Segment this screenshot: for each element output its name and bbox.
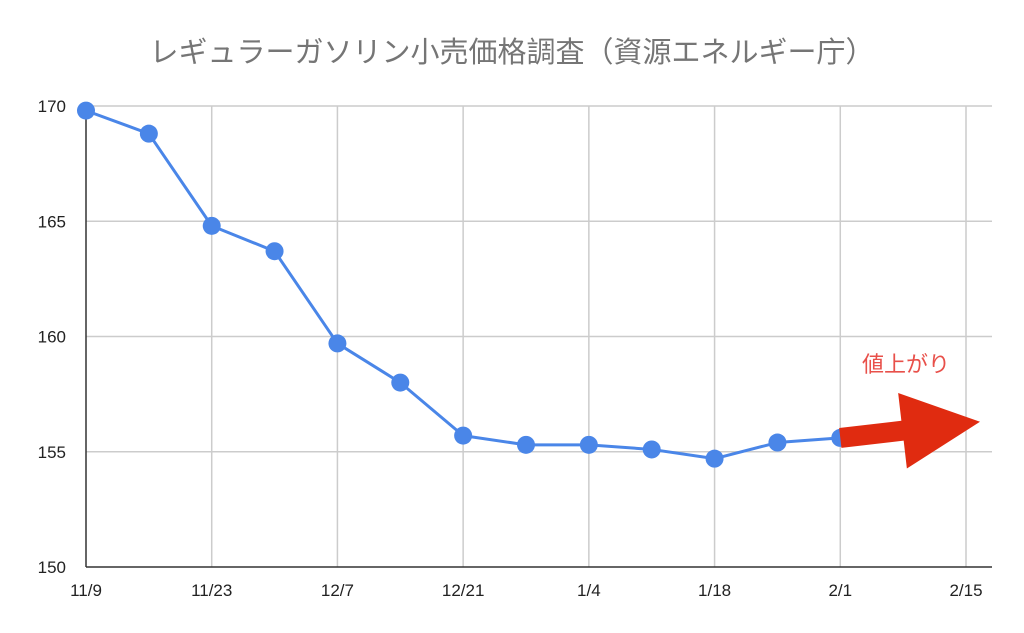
data-point: [77, 101, 95, 120]
arrow-icon: [839, 392, 980, 469]
data-point: [202, 216, 221, 235]
data-point: [642, 440, 661, 459]
axes: 150 155 160 165 170 11/9 11/23 12/7 12/21 1/4 1/18…: [38, 97, 992, 600]
x-tick-label: 11/23: [191, 581, 232, 600]
x-tick-label: 11/9: [70, 581, 102, 600]
series: [77, 101, 850, 468]
grid: [86, 105, 992, 567]
data-point: [454, 426, 473, 445]
chart-title: レギュラーガソリン小売価格調査（資源エネルギー庁）: [149, 35, 874, 69]
x-tick-label: 12/7: [321, 581, 354, 600]
data-point: [517, 435, 535, 454]
x-tick-label: 2/15: [949, 581, 982, 600]
data-point: [768, 433, 787, 452]
annotation-label: 値上がり: [862, 353, 950, 378]
data-point: [579, 435, 598, 454]
data-point: [139, 124, 158, 143]
y-tick-label: 170: [38, 97, 66, 116]
data-point: [265, 242, 284, 261]
annotations: 値上がり: [839, 353, 980, 469]
y-tick-label: 165: [38, 212, 66, 231]
x-tick-label: 2/1: [828, 581, 852, 600]
data-point: [705, 449, 724, 468]
y-tick-label: 150: [38, 558, 66, 577]
x-tick-label: 1/18: [698, 581, 731, 600]
data-point: [328, 334, 347, 353]
data-point: [391, 373, 410, 392]
y-tick-label: 155: [38, 443, 66, 462]
x-tick-label: 12/21: [442, 581, 485, 600]
y-tick-label: 160: [38, 328, 66, 347]
x-tick-label: 1/4: [577, 581, 601, 600]
